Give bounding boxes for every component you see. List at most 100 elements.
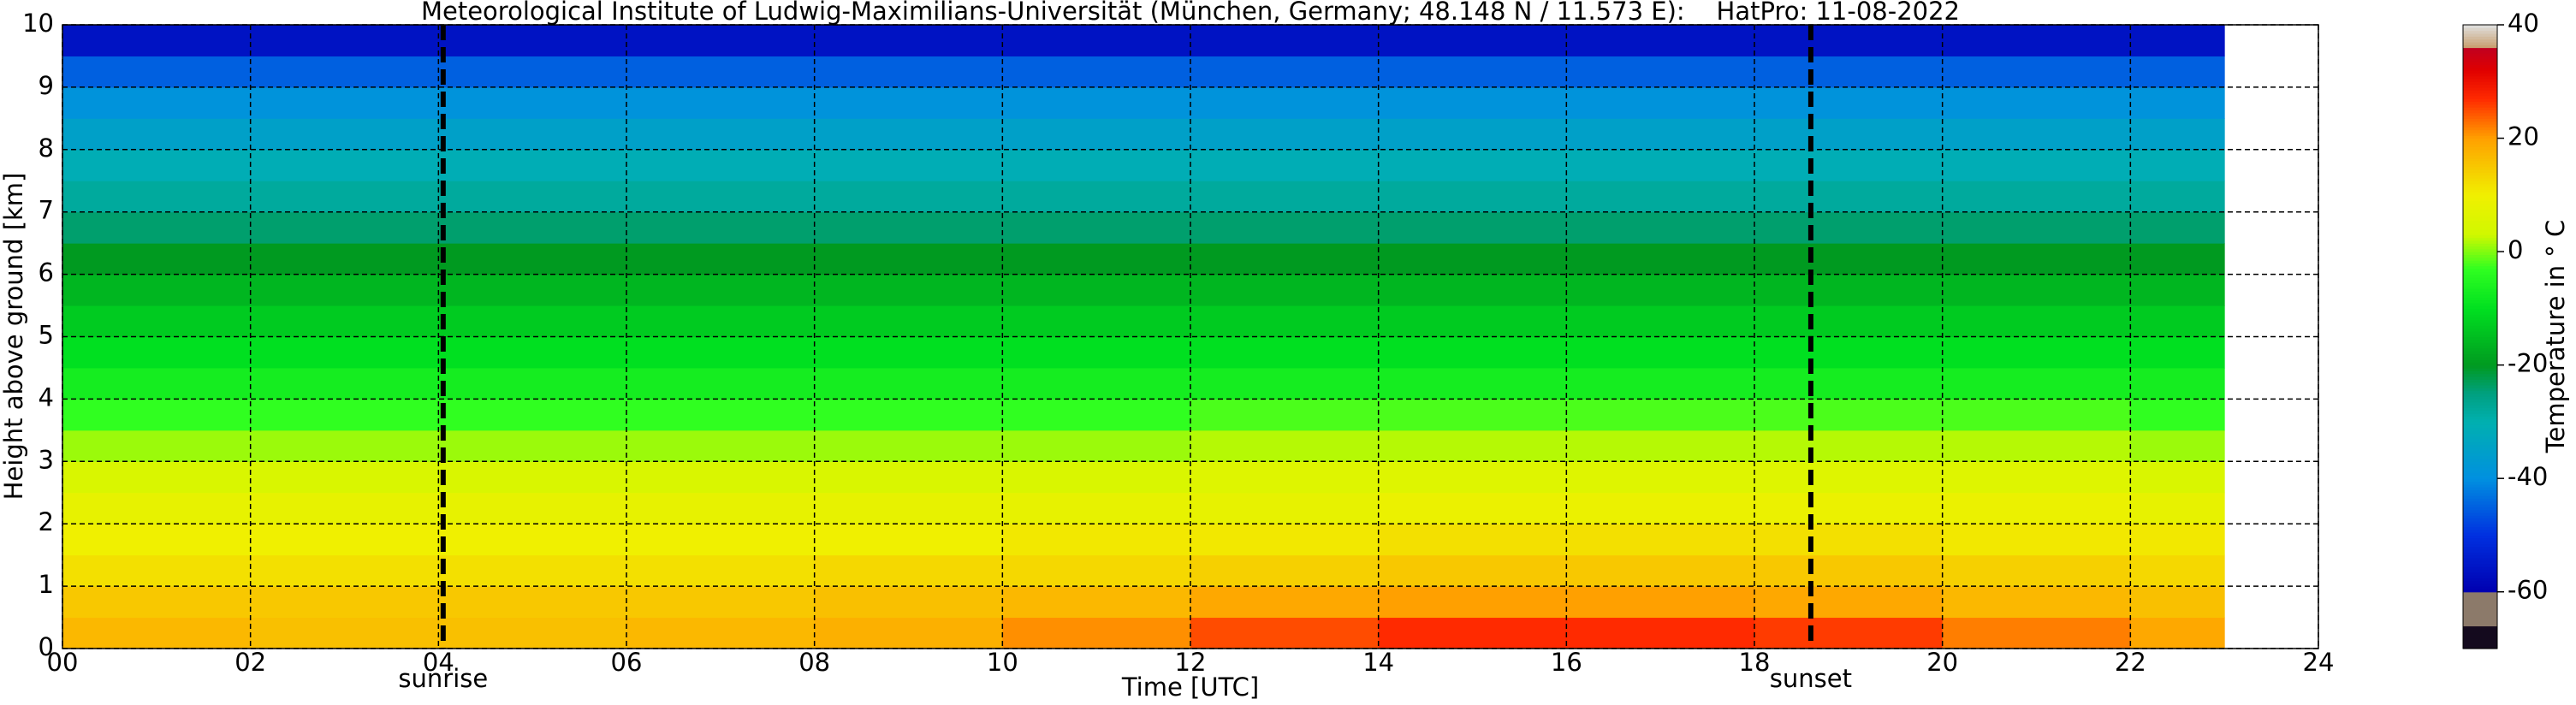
colorbar-slice bbox=[2463, 546, 2497, 550]
colorbar-slice bbox=[2463, 67, 2497, 71]
y-tick-label: 9 bbox=[39, 71, 54, 100]
colorbar-slice bbox=[2463, 157, 2497, 162]
colorbar-slice bbox=[2463, 132, 2497, 136]
colorbar-slice bbox=[2463, 487, 2497, 491]
colorbar-slice bbox=[2463, 345, 2497, 349]
colorbar-slice bbox=[2463, 645, 2497, 649]
heatmap-cell bbox=[1566, 86, 1755, 119]
colorbar-slice bbox=[2463, 370, 2497, 375]
heatmap-cell bbox=[438, 56, 627, 88]
heatmap-cell bbox=[626, 243, 816, 275]
colorbar-slice bbox=[2463, 427, 2497, 431]
colorbar-slice bbox=[2463, 86, 2497, 91]
heatmap-cell bbox=[438, 211, 627, 244]
colorbar-slice bbox=[2463, 364, 2497, 369]
heatmap-cell bbox=[1378, 243, 1567, 275]
colorbar-slice bbox=[2463, 198, 2497, 202]
heatmap-cell bbox=[1942, 181, 2131, 213]
heatmap-cell bbox=[1002, 367, 1191, 400]
colorbar-slice bbox=[2463, 328, 2497, 332]
heatmap-cell bbox=[438, 399, 627, 431]
colorbar-slice bbox=[2463, 311, 2497, 315]
heatmap-cell bbox=[62, 211, 252, 244]
heatmap-cell bbox=[2130, 430, 2225, 462]
colorbar-slice bbox=[2463, 194, 2497, 198]
heatmap-cell bbox=[1754, 25, 1944, 56]
heatmap-cell bbox=[1754, 492, 1944, 524]
heatmap-cell bbox=[626, 305, 816, 337]
colorbar-slice bbox=[2463, 438, 2497, 442]
colorbar-slice bbox=[2463, 634, 2497, 638]
colorbar-slice bbox=[2463, 248, 2497, 252]
heatmap-cell bbox=[250, 305, 439, 337]
heatmap-cell bbox=[250, 86, 439, 119]
colorbar-slice bbox=[2463, 222, 2497, 227]
heatmap-cell bbox=[1378, 56, 1567, 88]
x-axis-label: Time [UTC] bbox=[1121, 672, 1259, 702]
heatmap-cell bbox=[814, 524, 1003, 556]
colorbar-slice bbox=[2463, 62, 2497, 65]
colorbar-slice bbox=[2463, 243, 2497, 247]
colorbar-slice bbox=[2463, 631, 2497, 636]
heatmap-cell bbox=[250, 25, 439, 56]
colorbar-slice bbox=[2463, 336, 2497, 341]
heatmap-cell bbox=[814, 586, 1003, 619]
colorbar-slice bbox=[2463, 512, 2497, 516]
colorbar-slice bbox=[2463, 580, 2497, 584]
colorbar-slice bbox=[2463, 619, 2497, 624]
heatmap-cell bbox=[62, 586, 252, 619]
heatmap-cell bbox=[62, 492, 252, 524]
heatmap-cell bbox=[2130, 554, 2225, 587]
heatmap-cell bbox=[1002, 586, 1191, 619]
heatmap-cell bbox=[1002, 274, 1191, 306]
colorbar-slice bbox=[2463, 220, 2497, 224]
heatmap-cell bbox=[1942, 336, 2131, 369]
colorbar-slice bbox=[2463, 504, 2497, 507]
colorbar-slice bbox=[2463, 418, 2497, 423]
heatmap-cell bbox=[1378, 524, 1567, 556]
colorbar-slice bbox=[2463, 53, 2497, 57]
colorbar-slice bbox=[2463, 166, 2497, 170]
colorbar-slice bbox=[2463, 39, 2497, 43]
colorbar-tick-label: 20 bbox=[2508, 122, 2539, 151]
colorbar-frame bbox=[2462, 24, 2498, 649]
heatmap-cell bbox=[2130, 586, 2225, 619]
y-tick-label: 5 bbox=[39, 321, 54, 350]
heatmap-cell bbox=[250, 367, 439, 400]
heatmap-cell bbox=[438, 430, 627, 462]
colorbar-slice bbox=[2463, 209, 2497, 213]
heatmap-cell bbox=[2130, 492, 2225, 524]
colorbar-slice bbox=[2463, 308, 2497, 312]
heatmap-cell bbox=[438, 86, 627, 119]
heatmap-cell bbox=[438, 243, 627, 275]
heatmap-cell bbox=[438, 367, 627, 400]
heatmap-cell bbox=[250, 461, 439, 494]
colorbar-slice bbox=[2463, 583, 2497, 587]
heatmap-cell bbox=[1754, 399, 1944, 431]
colorbar-slice bbox=[2463, 27, 2497, 32]
colorbar-slice bbox=[2463, 95, 2497, 99]
colorbar-slice bbox=[2463, 347, 2497, 352]
heatmap-cell bbox=[2130, 181, 2225, 213]
heatmap-cell bbox=[1754, 305, 1944, 337]
colorbar-slice bbox=[2463, 44, 2497, 49]
colorbar-slice bbox=[2463, 614, 2497, 619]
heatmap-cell bbox=[1378, 367, 1567, 400]
heatmap-cell bbox=[1566, 274, 1755, 306]
colorbar-slice bbox=[2463, 240, 2497, 244]
colorbar-tick-label: -20 bbox=[2508, 349, 2548, 378]
heatmap-cell bbox=[1942, 430, 2131, 462]
colorbar-tick-label: -40 bbox=[2508, 462, 2548, 491]
x-tick-label: 10 bbox=[987, 648, 1018, 677]
y-tick-label: 4 bbox=[39, 382, 54, 412]
colorbar-slice bbox=[2463, 155, 2497, 159]
annotation-label: sunset bbox=[1770, 664, 1852, 693]
x-tick-label: 22 bbox=[2115, 648, 2146, 677]
colorbar-slice bbox=[2463, 293, 2497, 298]
y-tick-label: 3 bbox=[39, 445, 54, 474]
heatmap-cell bbox=[250, 211, 439, 244]
colorbar-slice bbox=[2463, 268, 2497, 272]
heatmap-cell bbox=[1754, 118, 1944, 151]
x-tick-label: 08 bbox=[798, 648, 830, 677]
heatmap-cell bbox=[1942, 274, 2131, 306]
